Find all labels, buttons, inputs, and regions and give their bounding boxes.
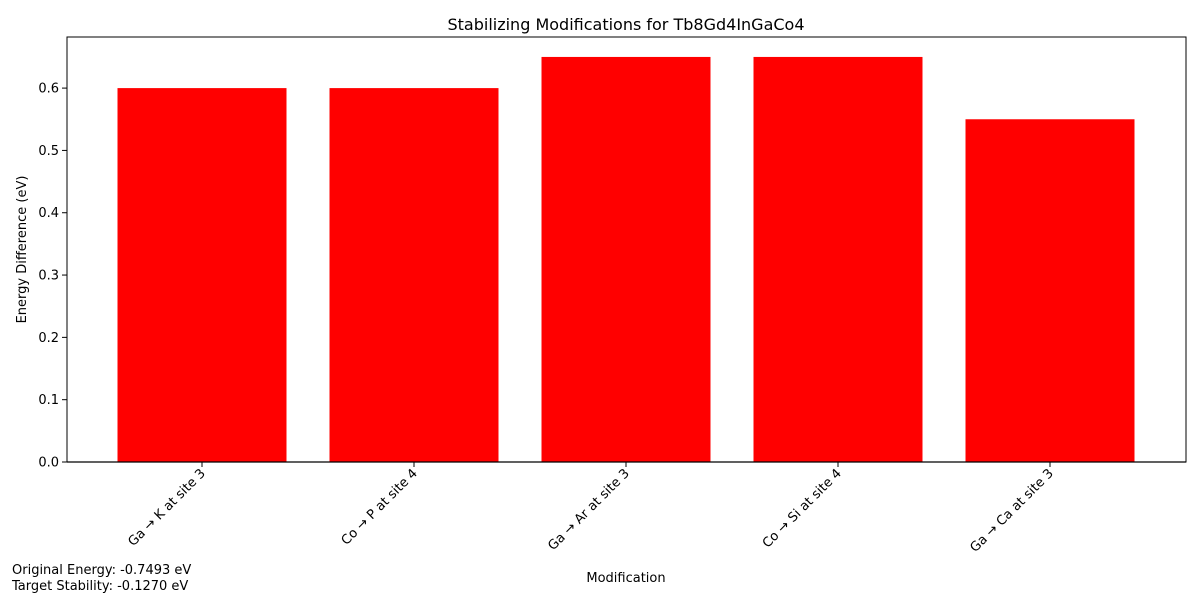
chart-title: Stabilizing Modifications for Tb8Gd4InGa… bbox=[447, 15, 804, 34]
bar-1 bbox=[117, 88, 287, 463]
y-axis-label: Energy Difference (eV) bbox=[15, 176, 30, 324]
original-energy-note: Original Energy: -0.7493 eV bbox=[12, 563, 192, 578]
x-tick-label: Co → Si at site 4 bbox=[760, 466, 845, 551]
x-axis-ticks: Ga → K at site 3 Co → P at site 4 Ga → Ar … bbox=[125, 462, 1057, 556]
y-tick-label: 0.4 bbox=[38, 206, 59, 221]
x-tick-label: Ga → Ca at site 3 bbox=[967, 466, 1056, 555]
x-tick-label: Ga → Ar at site 3 bbox=[545, 466, 632, 553]
bar-3 bbox=[541, 56, 711, 463]
y-tick-label: 0.1 bbox=[38, 393, 59, 408]
y-tick-label: 0.5 bbox=[38, 144, 59, 159]
bar-5 bbox=[965, 119, 1135, 463]
y-tick-label: 0.0 bbox=[38, 456, 59, 471]
y-tick-label: 0.3 bbox=[38, 269, 59, 284]
bar-2 bbox=[329, 88, 499, 463]
y-tick-label: 0.6 bbox=[38, 82, 59, 97]
x-tick-label: Ga → K at site 3 bbox=[125, 466, 208, 549]
x-axis-label: Modification bbox=[586, 571, 665, 586]
y-tick-label: 0.2 bbox=[38, 331, 59, 346]
bars-group bbox=[117, 56, 1135, 463]
x-tick-label: Co → P at site 4 bbox=[339, 466, 421, 548]
target-stability-note: Target Stability: -0.1270 eV bbox=[12, 579, 189, 594]
bar-4 bbox=[753, 56, 923, 463]
y-axis-ticks: 0.0 0.1 0.2 0.3 0.4 0.5 0.6 bbox=[38, 82, 67, 471]
